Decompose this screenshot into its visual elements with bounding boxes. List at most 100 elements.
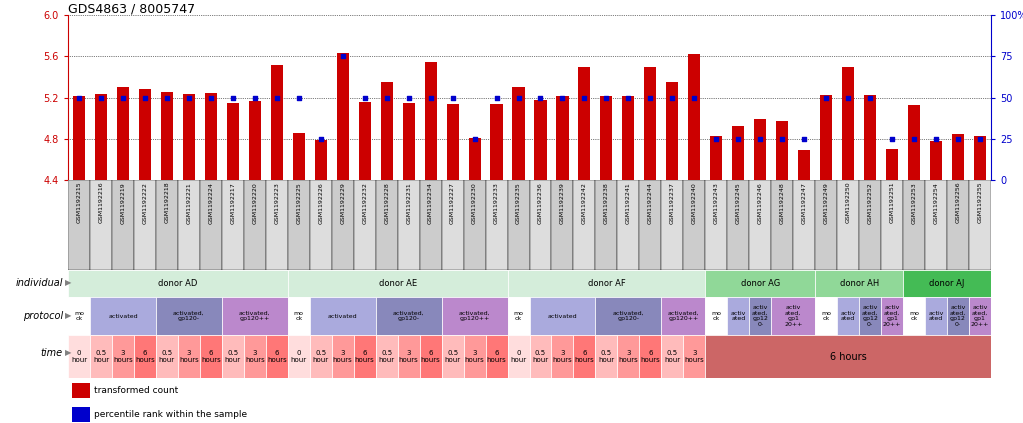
Bar [117,87,129,180]
Bar [749,180,771,270]
Point [972,135,988,142]
Point [862,94,879,101]
Text: 0.5
hour: 0.5 hour [598,350,615,363]
Bar [337,53,349,180]
Text: GSM1192252: GSM1192252 [868,182,873,223]
Bar [903,270,991,297]
Bar [155,297,222,335]
Text: activ
ated,
gp1
20++: activ ated, gp1 20++ [883,305,901,327]
Bar [72,407,90,422]
Bar [178,335,199,378]
Bar [666,82,678,180]
Bar [73,96,85,180]
Bar [469,138,481,180]
Point [730,135,747,142]
Bar [557,96,569,180]
Text: activated,
gp120-: activated, gp120- [613,310,644,321]
Text: 3
hours: 3 hours [179,350,198,363]
Text: GSM1192243: GSM1192243 [714,182,719,224]
Text: 0.5
hour: 0.5 hour [159,350,175,363]
Point [664,94,680,101]
Text: 0.5
hour: 0.5 hour [664,350,680,363]
Text: mo
ck: mo ck [74,310,84,321]
Bar [732,126,745,180]
Text: mo
ck: mo ck [514,310,524,321]
Text: 6
hours: 6 hours [201,350,221,363]
Text: activ
ated,
gp1
20++: activ ated, gp1 20++ [971,305,989,327]
Text: ▶: ▶ [64,278,72,288]
Text: activated,
gp120++: activated, gp120++ [668,310,699,321]
Bar [513,87,525,180]
Bar [287,335,310,378]
Text: GSM1192225: GSM1192225 [297,182,301,223]
Bar [442,180,463,270]
Point [906,135,923,142]
Bar [490,104,502,180]
Bar [507,270,705,297]
Text: 6
hours: 6 hours [135,350,154,363]
Text: GDS4863 / 8005747: GDS4863 / 8005747 [68,2,195,15]
Text: activated,
gp120-: activated, gp120- [173,310,205,321]
Text: 6
hours: 6 hours [575,350,594,363]
Text: activ
ated,
gp12
0-: activ ated, gp12 0- [950,305,966,327]
Text: GSM1192231: GSM1192231 [406,182,411,223]
Text: donor AF: donor AF [587,279,625,288]
Bar [486,180,507,270]
Bar [534,99,546,180]
Bar [771,297,815,335]
Text: activ
ated: activ ated [841,310,856,321]
Point [576,94,592,101]
Bar [178,180,199,270]
Bar [578,66,590,180]
Bar [820,96,833,180]
Text: 0.5
hour: 0.5 hour [532,350,548,363]
Bar [551,180,574,270]
Bar [886,149,898,180]
Bar [842,66,854,180]
Bar [618,335,639,378]
Bar [903,180,925,270]
Bar [710,136,722,180]
Text: mo
ck: mo ck [909,310,919,321]
Bar [199,335,222,378]
Bar [859,180,881,270]
Text: GSM1192253: GSM1192253 [911,182,917,223]
Bar [639,180,661,270]
Bar [486,335,507,378]
Bar [947,180,969,270]
Bar [881,180,903,270]
Text: GSM1192237: GSM1192237 [670,182,675,224]
Bar [644,66,657,180]
Bar [683,180,705,270]
Bar [903,297,925,335]
Point [203,94,219,101]
Text: activ
ated: activ ated [730,310,746,321]
Bar [134,180,155,270]
Point [247,94,263,101]
Bar [359,102,370,180]
Text: GSM1192219: GSM1192219 [121,182,126,223]
Bar [310,180,331,270]
Text: activated,
gp120++: activated, gp120++ [239,310,271,321]
Bar [403,103,414,180]
Bar [908,105,920,180]
Bar [925,180,947,270]
Bar [222,335,243,378]
Text: 0.5
hour: 0.5 hour [379,350,395,363]
Text: 3
hours: 3 hours [684,350,704,363]
Point [71,94,87,101]
Text: 6
hours: 6 hours [640,350,660,363]
Bar [68,180,90,270]
Bar [287,270,507,297]
Text: donor AH: donor AH [840,279,879,288]
Point [335,53,351,60]
Bar [354,335,375,378]
Bar [618,180,639,270]
Text: 6
hours: 6 hours [355,350,374,363]
Text: 3
hours: 3 hours [114,350,133,363]
Text: GSM1192236: GSM1192236 [538,182,543,223]
Bar [727,297,749,335]
Text: 0
hour: 0 hour [510,350,527,363]
Bar [68,335,90,378]
Bar [969,180,991,270]
